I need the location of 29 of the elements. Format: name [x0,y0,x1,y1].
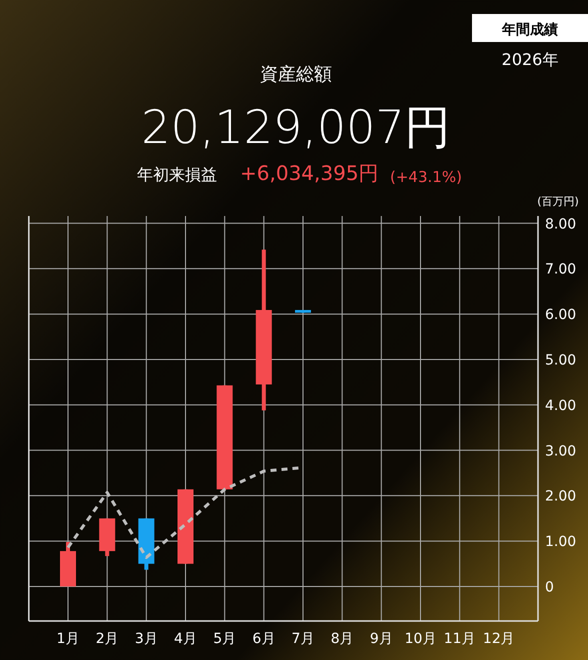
chart-title: 資産総額 [260,64,332,85]
y-tick-label: 7.00 [545,262,576,278]
x-tick-label: 8月 [330,631,354,647]
text: 年初来損益 [137,165,217,184]
y-tick-label: 5.00 [545,352,576,368]
x-tick-label: 11月 [444,631,476,647]
x-tick-label: 9月 [370,631,393,647]
x-tick-label: 4月 [174,631,197,647]
text: (+43.1%) [390,168,462,186]
text: 年間成績 [501,22,558,38]
x-tick-label: 12月 [482,631,515,647]
x-tick-label: 1月 [56,631,80,647]
x-tick-label: 6月 [252,631,276,647]
y-tick-label: 0 [545,579,554,596]
y-tick-label: 2.00 [545,488,576,505]
text: 2026年 [502,50,558,69]
x-tick-label: 3月 [134,631,158,647]
x-tick-label: 7月 [292,631,314,647]
y-tick-label: 6.00 [545,307,576,324]
y-tick-label: 4.00 [545,398,576,414]
x-tick-label: 2月 [96,631,119,647]
x-tick-label: 5月 [213,631,236,647]
text: +6,034,395円 [240,161,379,185]
y-axis-title: (百万円) [537,195,579,208]
y-tick-label: 1.00 [545,534,576,550]
y-tick-label: 3.00 [545,443,576,460]
y-tick-label: 8.00 [545,216,576,232]
chart-subtitle: 20,129,007円 [141,100,451,154]
x-tick-label: 10月 [404,631,436,647]
